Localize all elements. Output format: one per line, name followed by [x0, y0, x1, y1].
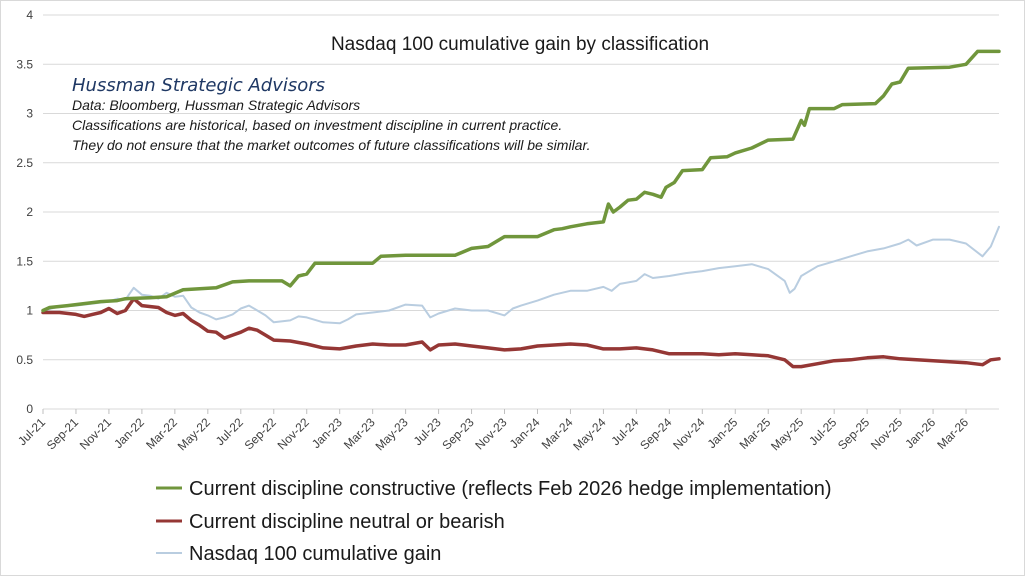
- x-tick-label: Mar-26: [934, 415, 971, 452]
- annotation-disclaimer-2: They do not ensure that the market outco…: [72, 137, 591, 153]
- legend-item-nasdaq: Nasdaq 100 cumulative gain: [156, 543, 441, 565]
- x-tick-label: Sep-24: [637, 415, 674, 452]
- x-tick-label: Mar-24: [539, 415, 576, 452]
- x-tick-label: Nov-21: [77, 415, 114, 452]
- x-tick-label: May-23: [373, 415, 411, 453]
- x-tick-label: Nov-25: [868, 415, 905, 452]
- x-tick-label: Jan-22: [111, 415, 147, 451]
- x-tick-label: May-25: [768, 415, 806, 453]
- series-line-nasdaq: [42, 225, 1000, 325]
- series-line-constructive: [41, 49, 1001, 313]
- y-axis-ticks: 0 0.5 1 1.5 2 2.5 3 3.5 4: [16, 8, 33, 416]
- y-tick-label: 1.5: [16, 254, 33, 268]
- y-tick-label: 0.5: [16, 353, 33, 367]
- chart-title: Nasdaq 100 cumulative gain by classifica…: [331, 34, 709, 55]
- legend-item-constructive: Current discipline constructive (reflect…: [156, 478, 832, 500]
- x-tick-label: Jan-23: [309, 415, 345, 451]
- x-tick-label: May-24: [570, 415, 608, 453]
- y-tick-label: 2.5: [16, 156, 33, 170]
- x-tick-label: Jan-25: [705, 415, 741, 451]
- legend-item-neutral-bearish: Current discipline neutral or bearish: [156, 511, 505, 533]
- series-lines: [41, 49, 1001, 369]
- y-tick-label: 0: [26, 402, 33, 416]
- y-tick-label: 1: [26, 304, 33, 318]
- annotation-block: Hussman Strategic Advisors Data: Bloombe…: [72, 75, 591, 153]
- annotation-source: Data: Bloomberg, Hussman Strategic Advis…: [72, 97, 360, 113]
- y-tick-label: 3.5: [16, 57, 33, 71]
- x-tick-label: Sep-25: [835, 415, 872, 452]
- annotation-disclaimer-1: Classifications are historical, based on…: [72, 117, 562, 133]
- x-tick-label: Nov-23: [472, 415, 509, 452]
- legend-label-nasdaq: Nasdaq 100 cumulative gain: [189, 543, 441, 565]
- x-tick-label: Mar-25: [737, 415, 774, 452]
- y-tick-label: 3: [26, 107, 33, 121]
- x-tick-label: Mar-22: [143, 415, 180, 452]
- x-tick-label: Sep-23: [439, 415, 476, 452]
- gridlines: [43, 14, 999, 410]
- legend-label-constructive: Current discipline constructive (reflect…: [189, 478, 832, 500]
- legend: Current discipline constructive (reflect…: [156, 478, 832, 565]
- x-tick-label: Nov-22: [275, 415, 312, 452]
- y-tick-label: 4: [26, 8, 33, 22]
- annotation-brand: Hussman Strategic Advisors: [72, 75, 325, 96]
- x-tick-label: Mar-23: [341, 415, 378, 452]
- x-tick-label: May-22: [175, 415, 213, 453]
- x-tick-label: Jan-26: [902, 415, 938, 451]
- series-line-neutral-bearish: [41, 296, 1001, 369]
- x-tick-label: Sep-22: [242, 415, 279, 452]
- y-tick-label: 2: [26, 205, 33, 219]
- x-tick-label: Jan-24: [507, 415, 543, 451]
- legend-label-neutral-bearish: Current discipline neutral or bearish: [189, 511, 505, 533]
- x-tick-label: Nov-24: [670, 415, 707, 452]
- x-tick-label: Sep-21: [44, 415, 81, 452]
